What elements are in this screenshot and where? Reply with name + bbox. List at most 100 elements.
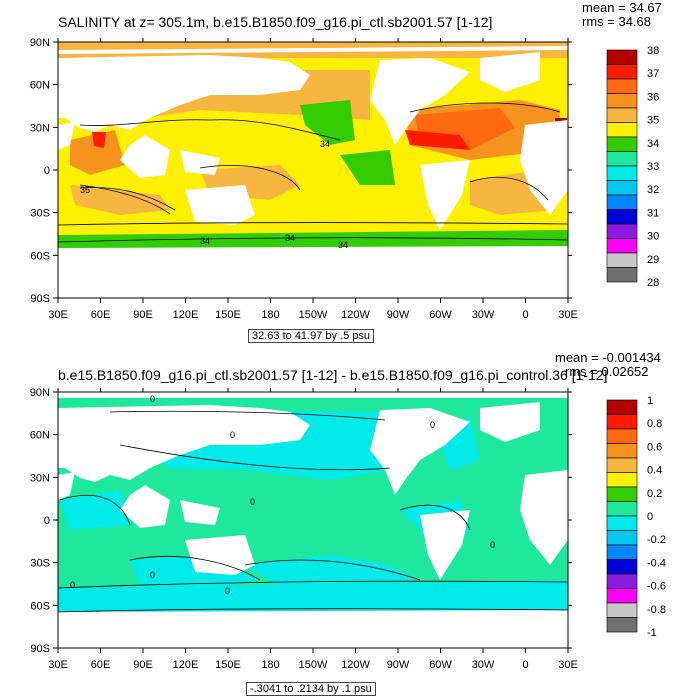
y-tick-label: 90S xyxy=(30,643,50,655)
colorbar-swatch xyxy=(606,165,638,181)
x-tick-label: 120E xyxy=(173,309,199,321)
colorbar-swatch xyxy=(606,223,638,239)
difference-field xyxy=(58,392,568,648)
colorbar-label: 36 xyxy=(647,91,659,103)
colorbar-label: -0.8 xyxy=(647,604,666,616)
rms-value: rms = 0.02652 xyxy=(565,364,649,379)
x-tick-label: 60W xyxy=(429,309,452,321)
difference-axes: 30E 60E 90E 120E 150E 180 150W 120W 90W 60W 30W 0 30… xyxy=(30,387,578,671)
colorbar-swatch xyxy=(606,573,638,589)
colorbar-label: 28 xyxy=(647,277,659,289)
x-tick-label: 90E xyxy=(133,309,153,321)
x-tick-label: 30W xyxy=(472,309,495,321)
colorbar-swatch xyxy=(606,544,638,560)
contour-label: 0 xyxy=(150,394,155,404)
contour-info: 32.63 to 41.97 by .5 psu xyxy=(248,329,375,343)
colorbar-swatch xyxy=(606,93,638,109)
contour-label: 0 xyxy=(490,540,495,550)
y-tick-label: 0 xyxy=(44,165,50,177)
colorbar-swatch xyxy=(606,49,638,65)
contour-label: 34 xyxy=(320,139,330,149)
colorbar-swatch xyxy=(606,515,638,531)
colorbar-swatch xyxy=(606,617,638,633)
contour-label: 35 xyxy=(80,185,90,195)
y-tick-label: 90N xyxy=(30,387,50,399)
y-tick-label: 30N xyxy=(30,472,50,484)
salinity-contour-labels: 34 35 34 34 34 xyxy=(80,139,348,250)
colorbar-swatch xyxy=(606,588,638,604)
colorbar-label: 0.6 xyxy=(647,441,662,453)
colorbar-swatch xyxy=(606,559,638,575)
contour-label: 34 xyxy=(200,236,210,246)
x-tick-label: 180 xyxy=(261,309,279,321)
x-tick-label: 120W xyxy=(341,309,370,321)
x-tick-label: 30E xyxy=(48,659,68,671)
colorbar-label: 38 xyxy=(647,45,659,57)
colorbar-label: -0.2 xyxy=(647,534,666,546)
y-tick-label: 60S xyxy=(30,250,50,262)
x-tick-label: 150E xyxy=(215,659,241,671)
colorbar-swatch xyxy=(606,209,638,225)
contour-label: 0 xyxy=(430,420,435,430)
y-tick-label: 60N xyxy=(30,80,50,92)
y-tick-label: 0 xyxy=(44,515,50,527)
difference-contour-labels: 0 0 0 0 0 0 0 0 xyxy=(70,394,495,596)
salinity-axes: 30E 60E 90E 120E 150E 180 150W 120W 90W 60W 30W 0 30… xyxy=(30,37,578,321)
contour-label: 0 xyxy=(225,586,230,596)
colorbar-label: 33 xyxy=(647,161,659,173)
page-title: SALINITY at z= 305.1m, b.e15.B1850.f09_g… xyxy=(58,14,493,30)
colorbar-swatch xyxy=(606,238,638,254)
colorbar-swatch xyxy=(606,64,638,80)
y-tick-label: 30N xyxy=(30,122,50,134)
colorbar-label: 29 xyxy=(647,254,659,266)
colorbar-label: 37 xyxy=(647,68,659,80)
x-tick-label: 150E xyxy=(215,309,241,321)
colorbar-swatch xyxy=(606,194,638,210)
colorbar-swatch xyxy=(606,428,638,444)
colorbar-swatch xyxy=(606,267,638,283)
difference-map: 0 0 0 0 0 0 0 0 30E 60E 90E 120E 150E 180 150W… xyxy=(30,387,666,671)
x-tick-label: 90E xyxy=(133,659,153,671)
contour-label: 34 xyxy=(338,240,348,250)
y-tick-label: 30S xyxy=(30,208,50,220)
salinity-field xyxy=(58,42,568,298)
colorbar-swatch xyxy=(606,501,638,517)
y-tick-label: 60S xyxy=(30,600,50,612)
rms-value: rms = 34.68 xyxy=(582,14,652,29)
x-tick-label: 60E xyxy=(91,309,111,321)
colorbar-label: 0 xyxy=(647,511,653,523)
x-tick-label: 90W xyxy=(387,309,410,321)
x-tick-label: 30E xyxy=(48,309,68,321)
mean-value: mean = -0.001434 xyxy=(555,350,661,365)
x-tick-label: 0 xyxy=(522,309,528,321)
colorbar-label: 0.2 xyxy=(647,488,662,500)
contour-label: 0 xyxy=(250,497,255,507)
x-tick-label: 120W xyxy=(341,659,370,671)
contour-info: -.3041 to .2134 by .1 psu xyxy=(246,682,376,696)
colorbar-swatch xyxy=(606,414,638,430)
x-tick-label: 30W xyxy=(472,659,495,671)
x-tick-label: 60E xyxy=(91,659,111,671)
contour-label: 0 xyxy=(70,580,75,590)
colorbar-swatch xyxy=(606,472,638,488)
colorbar-swatch xyxy=(606,151,638,167)
salinity-contours xyxy=(58,102,568,243)
x-tick-label: 150W xyxy=(299,659,328,671)
colorbar-label: 31 xyxy=(647,207,659,219)
colorbar-label: -0.6 xyxy=(647,581,666,593)
colorbar-swatch xyxy=(606,443,638,459)
y-tick-label: 90S xyxy=(30,293,50,305)
page-title: b.e15.B1850.f09_g16.pi_ctl.sb2001.57 [1-… xyxy=(58,367,608,383)
x-tick-label: 60W xyxy=(429,659,452,671)
y-tick-label: 60N xyxy=(30,430,50,442)
colorbar-label: 0.4 xyxy=(647,465,662,477)
colorbar-swatch xyxy=(606,122,638,138)
contour-label: 0 xyxy=(230,430,235,440)
colorbar-swatch xyxy=(606,107,638,123)
x-tick-label: 120E xyxy=(173,659,199,671)
salinity-panel: 34 35 34 34 34 30E 60E 90E 120E 150E 180 150W 1… xyxy=(30,0,662,343)
mean-value: mean = 34.67 xyxy=(582,0,662,15)
x-tick-label: 0 xyxy=(522,659,528,671)
colorbar-label: 35 xyxy=(647,115,659,127)
y-tick-label: 90N xyxy=(30,37,50,49)
